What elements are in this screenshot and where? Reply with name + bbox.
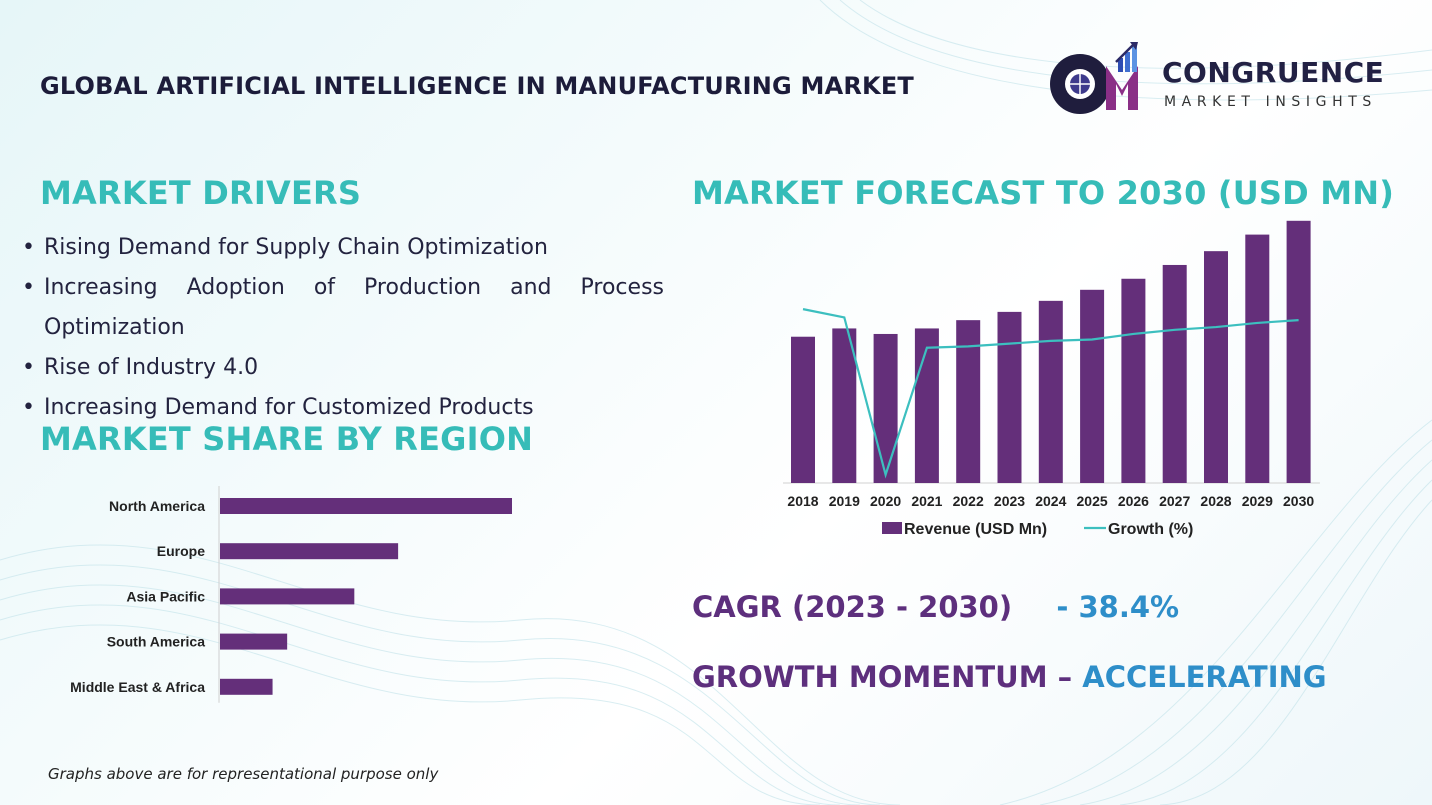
region-bar (220, 633, 288, 650)
forecast-revenue-bar (956, 320, 981, 483)
forecast-revenue-bar (873, 333, 898, 483)
forecast-year-label: 2030 (1283, 493, 1314, 509)
forecast-year-label: 2027 (1159, 493, 1190, 509)
region-bar (220, 543, 399, 560)
cagr-label: CAGR (2023 - 2030) (692, 590, 1013, 624)
forecast-year-label: 2024 (1035, 493, 1066, 509)
forecast-revenue-bar (791, 336, 815, 483)
region-label: Middle East & Africa (70, 679, 205, 695)
region-label: South America (107, 634, 205, 650)
forecast-year-label: 2018 (787, 493, 818, 509)
forecast-revenue-bar (1038, 300, 1063, 483)
forecast-year-label: 2019 (829, 493, 860, 509)
growth-momentum-value: ACCELERATING (1082, 660, 1327, 694)
driver-item: Increasing Demand for Customized Product… (22, 388, 664, 428)
forecast-year-label: 2020 (870, 493, 901, 509)
region-bar (220, 678, 273, 695)
legend-revenue-swatch (882, 522, 902, 534)
forecast-revenue-bar (832, 328, 857, 483)
driver-item: Rise of Industry 4.0 (22, 348, 664, 388)
forecast-revenue-bar (914, 328, 939, 483)
region-label: North America (109, 498, 205, 514)
region-label: Europe (157, 543, 205, 559)
forecast-revenue-bar (1162, 264, 1187, 483)
brand-name: CONGRUENCE (1162, 56, 1385, 89)
growth-momentum-label: GROWTH MOMENTUM – (692, 660, 1073, 694)
forecast-year-label: 2029 (1242, 493, 1273, 509)
footnote: Graphs above are for representational pu… (48, 765, 439, 783)
forecast-year-label: 2026 (1118, 493, 1149, 509)
forecast-revenue-bar (1286, 220, 1311, 484)
region-label: Asia Pacific (126, 588, 205, 604)
market-forecast-heading: MARKET FORECAST TO 2030 (USD MN) (692, 174, 1395, 212)
market-drivers-list: Rising Demand for Supply Chain Optimizat… (22, 228, 664, 428)
brand-logo-mark-icon (1050, 42, 1138, 114)
forecast-year-label: 2028 (1200, 493, 1231, 509)
forecast-year-label: 2023 (994, 493, 1025, 509)
legend-growth-label: Growth (%) (1108, 521, 1193, 538)
region-bar (220, 588, 355, 605)
brand-logo: CONGRUENCE MARKET INSIGHTS (1046, 40, 1396, 116)
forecast-revenue-bar (1121, 278, 1146, 483)
brand-tagline: MARKET INSIGHTS (1164, 94, 1377, 110)
forecast-year-label: 2022 (953, 493, 984, 509)
page-title: GLOBAL ARTIFICIAL INTELLIGENCE IN MANUFA… (40, 72, 915, 100)
forecast-year-label: 2021 (911, 493, 942, 509)
forecast-revenue-bar (997, 311, 1022, 483)
legend-revenue-label: Revenue (USD Mn) (904, 521, 1047, 538)
region-bar (220, 498, 512, 514)
driver-item: Rising Demand for Supply Chain Optimizat… (22, 228, 664, 268)
market-drivers-heading: MARKET DRIVERS (40, 174, 362, 212)
forecast-revenue-bar (1080, 289, 1105, 483)
market-share-by-region-heading: MARKET SHARE BY REGION (40, 420, 534, 458)
growth-momentum-line: GROWTH MOMENTUM – ACCELERATING (692, 660, 1327, 694)
forecast-year-label: 2025 (1077, 493, 1108, 509)
cagr-line: CAGR (2023 - 2030) - 38.4% (692, 590, 1179, 624)
cagr-value: - 38.4% (1056, 590, 1180, 624)
driver-item: Increasing Adoption of Production and Pr… (22, 268, 664, 348)
forecast-revenue-bar (1204, 251, 1228, 483)
forecast-revenue-bar (1245, 234, 1270, 483)
